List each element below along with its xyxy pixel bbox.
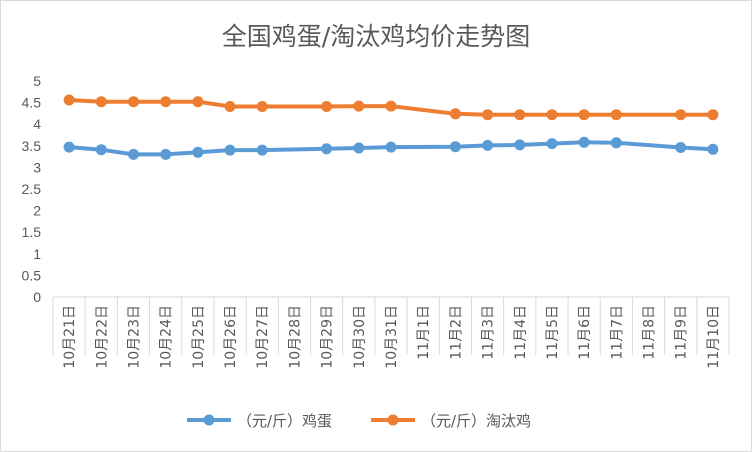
y-axis-ticks: 0 0.5 1 1.5 2 2.5 3 3.5 4 4.5 5 [22,73,42,305]
y-tick-label: 3 [33,159,41,175]
data-point [707,143,719,155]
x-tick-label: 10月28日 [287,305,303,369]
data-point [63,141,75,153]
y-tick-label: 0.5 [22,267,42,283]
x-tick-label: 11月3日 [481,305,497,360]
data-point [449,108,461,120]
legend: （元/斤）鸡蛋 （元/斤）淘汰鸡 [187,412,531,430]
data-point [385,141,397,153]
x-tick-label: 10月22日 [94,305,110,369]
data-point [160,148,172,160]
x-tick-label: 11月10日 [706,305,722,369]
x-tick-label: 11月5日 [545,305,561,360]
x-tick-label: 10月21日 [62,305,78,369]
x-tick-label: 11月9日 [674,305,690,360]
legend-swatch-marker [203,414,215,426]
series-layer [63,94,719,160]
legend-label: （元/斤）淘汰鸡 [421,412,531,430]
x-axis [52,296,730,355]
data-point [321,101,333,112]
x-tick-label: 10月29日 [320,305,336,369]
data-point [546,109,558,121]
x-tick-label: 11月6日 [577,305,593,360]
data-point [610,137,622,149]
data-point [224,101,236,112]
data-point [63,94,75,106]
data-point [578,136,590,148]
legend-swatch-marker [387,414,399,426]
x-tick-label: 10月25日 [191,305,207,369]
chart-title: 全国鸡蛋/淘汰鸡均价走势图 [222,22,530,51]
y-tick-label: 4 [33,116,41,132]
data-point [192,146,204,158]
y-tick-label: 5 [33,73,41,89]
data-point [95,96,107,108]
x-tick-label: 11月1日 [416,305,432,360]
x-tick-label: 11月8日 [642,305,658,360]
y-tick-label: 1.5 [22,224,42,240]
y-tick-label: 2.5 [22,181,42,197]
x-tick-label: 10月24日 [159,305,175,369]
legend-item-1: （元/斤）淘汰鸡 [371,412,531,430]
data-point [385,100,397,112]
data-point [224,144,236,156]
data-point [449,141,461,153]
data-point [578,109,590,121]
legend-item-0: （元/斤）鸡蛋 [187,412,332,430]
data-point [128,96,139,108]
data-point [256,101,268,112]
data-point [95,144,107,156]
y-tick-label: 4.5 [22,95,42,111]
x-tick-label: 10月30日 [352,305,368,369]
data-point [482,139,494,151]
y-tick-label: 0 [33,289,41,305]
data-point [514,109,526,121]
x-tick-label: 10月23日 [126,305,142,369]
x-tick-label: 11月7日 [609,305,625,360]
y-tick-label: 1 [33,246,41,262]
x-tick-label: 11月2日 [448,305,464,360]
data-point [256,144,268,156]
data-point [160,96,172,108]
x-tick-label: 11月4日 [513,305,529,360]
data-point [675,142,687,153]
y-tick-label: 3.5 [22,138,42,154]
x-tick-label: 10月31日 [384,305,400,369]
x-tick-label: 10月26日 [223,305,239,369]
x-axis-ticks: 10月21日 10月22日 10月23日 10月24日 10月25日 10月26日 10月2… [62,305,722,369]
legend-label: （元/斤）鸡蛋 [237,412,332,430]
data-point [707,109,719,121]
data-point [610,109,622,121]
data-point [192,96,204,108]
data-point [514,139,526,151]
data-point [128,148,139,160]
data-point [321,143,333,155]
data-point [353,100,365,112]
y-tick-label: 2 [33,203,41,219]
data-point [353,142,365,154]
data-point [482,109,494,121]
data-point [546,138,558,150]
x-tick-label: 10月27日 [255,305,271,369]
data-point [675,109,687,121]
